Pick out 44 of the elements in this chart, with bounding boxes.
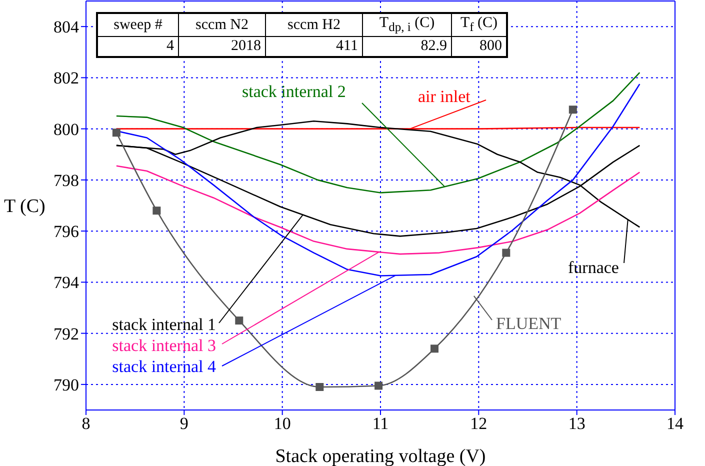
x-tick-label: 8 [82,414,90,434]
y-tick-label: 798 [54,170,79,190]
legend-label: FLUENT [496,314,562,333]
y-tick-label: 802 [54,68,79,88]
point [112,128,120,137]
annotation: 2018 [178,36,266,57]
x-tick-label: 12 [470,414,488,434]
x-tick-label: 14 [666,414,684,434]
point [152,206,161,215]
line-series [116,72,640,194]
text: stack internal 2 [242,82,346,101]
text: stack internal 1 [112,315,216,334]
annotation: 800 [452,36,507,57]
annotation: 411 [266,36,362,57]
annotation: sccm N2 [178,13,266,36]
point [235,316,244,325]
x-tick-label: 13 [568,414,586,434]
text: stack internal 4 [112,357,216,376]
annotation: 4 [97,36,178,57]
series-label: air inlet [418,87,471,106]
text: furnace [568,258,619,277]
text: stack internal 3 [112,336,216,355]
line-series [116,165,640,255]
y-tick-label: 804 [54,18,80,37]
annotation: T$_{dp, i}$ (C) [362,13,452,36]
point [502,248,510,257]
annotation: sweep # [97,13,178,36]
y-tick-label: 790 [54,375,79,394]
annotation: T$_{f}$ (C) [452,13,507,36]
point [568,106,577,114]
x-axis-title: Stack operating voltage (V) [275,446,486,466]
annotation: 82.9 [362,36,452,57]
point [316,382,324,391]
point [374,382,383,390]
x-tick-label: 10 [274,414,291,434]
y-tick-label: 792 [54,324,79,344]
x-tick-label: 11 [372,414,389,434]
y-tick-label: 794 [54,273,80,292]
x-tick-label: 9 [180,414,188,434]
y-tick-label: 800 [54,120,79,139]
y-axis-title: T (C) [4,196,46,218]
y-tick-label: 796 [54,222,79,242]
point [430,344,438,353]
annotation: sccm H2 [266,13,362,36]
